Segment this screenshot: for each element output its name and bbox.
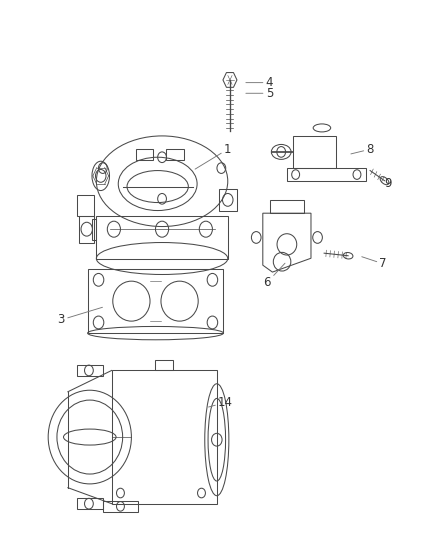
Text: 5: 5 bbox=[246, 87, 273, 100]
Text: 8: 8 bbox=[351, 143, 374, 156]
Text: 6: 6 bbox=[263, 263, 285, 289]
Text: 3: 3 bbox=[58, 308, 102, 326]
Text: 9: 9 bbox=[381, 177, 392, 190]
Text: 4: 4 bbox=[246, 76, 273, 89]
Text: 7: 7 bbox=[362, 257, 387, 270]
Text: 1: 1 bbox=[195, 143, 232, 169]
Text: 14: 14 bbox=[208, 396, 233, 409]
